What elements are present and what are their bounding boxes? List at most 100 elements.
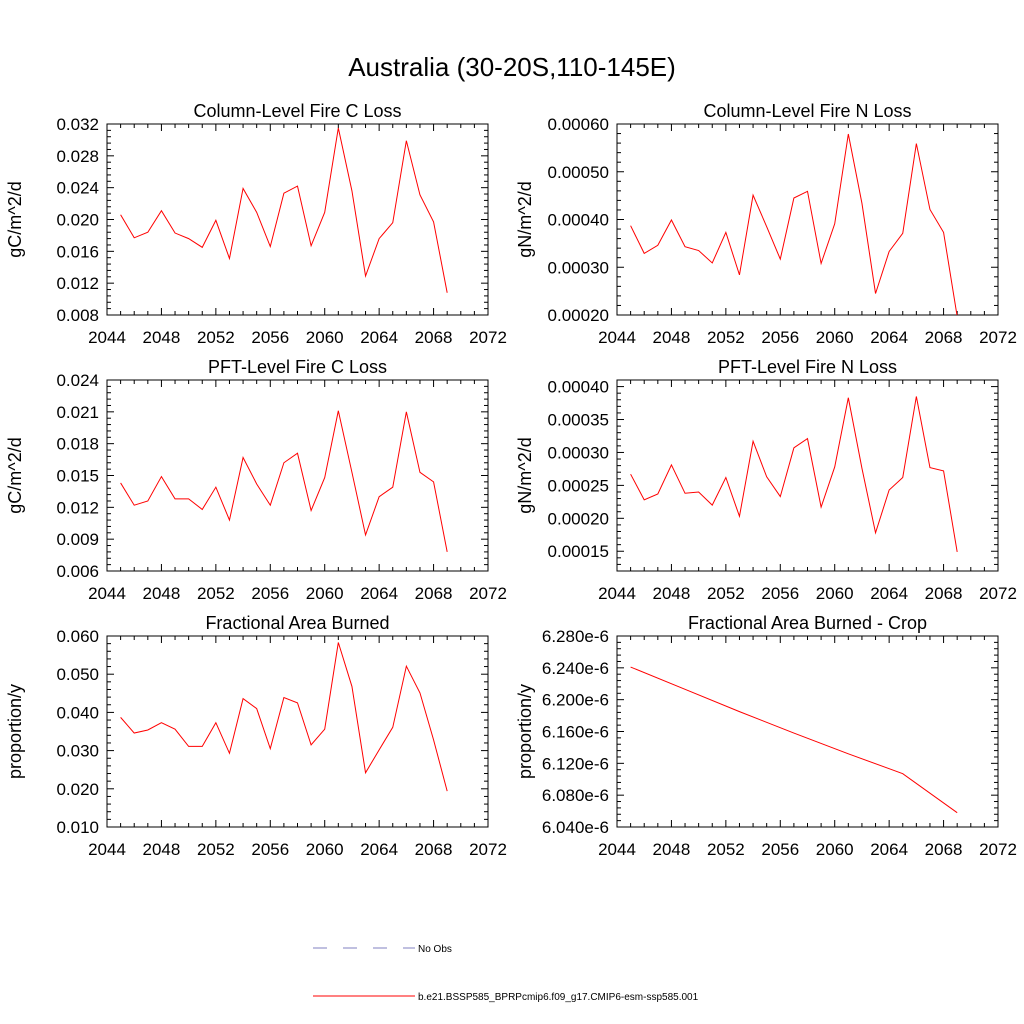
y-tick-label: 6.120e-6 (542, 754, 609, 773)
y-tick-label: 0.006 (56, 562, 99, 581)
y-tick-label: 0.00050 (548, 163, 609, 182)
y-tick-label: 0.00020 (548, 306, 609, 325)
chart-panel-5: Fractional Area Burned proportion/y 2044 20… (5, 613, 507, 859)
legend: No Obs b.e21.BSSP585_BPRPcmip6.f09_g17.C… (313, 944, 699, 1003)
series-line (630, 666, 958, 814)
legend-model-label: b.e21.BSSP585_BPRPcmip6.f09_g17.CMIP6-es… (418, 992, 699, 1003)
y-tick-label: 0.00030 (548, 443, 609, 462)
y-tick-label: 0.00025 (548, 476, 609, 495)
y-tick-label: 0.012 (56, 498, 99, 517)
y-tick-label: 0.00040 (548, 211, 609, 230)
x-tick-label: 2072 (469, 584, 507, 603)
chart-panel-6: Fractional Area Burned - Crop proportion/… (515, 613, 1017, 859)
y-tick-label: 0.00040 (548, 378, 609, 397)
x-tick-label: 2072 (469, 328, 507, 347)
series-line (120, 410, 448, 552)
panel-title: PFT-Level Fire C Loss (208, 357, 387, 377)
y-tick-label: 6.080e-6 (542, 786, 609, 805)
x-tick-label: 2052 (197, 584, 235, 603)
y-tick-label: 0.009 (56, 530, 99, 549)
y-tick-label: 0.00060 (548, 115, 609, 134)
y-tick-label: 0.024 (56, 179, 99, 198)
panel-title: Fractional Area Burned - Crop (688, 613, 927, 633)
chart-panel-1: Column-Level Fire C Loss gC/m^2/d 2044 2048… (5, 101, 507, 347)
x-tick-label: 2072 (469, 840, 507, 859)
x-tick-label: 2064 (360, 584, 398, 603)
x-tick-label: 2048 (653, 328, 691, 347)
y-tick-label: 0.030 (56, 742, 99, 761)
x-tick-label: 2052 (707, 840, 745, 859)
y-axis-label: gC/m^2/d (5, 437, 25, 513)
y-tick-label: 0.020 (56, 780, 99, 799)
x-tick-label: 2060 (816, 840, 854, 859)
main-title: Australia (30-20S,110-145E) (348, 52, 676, 82)
x-tick-label: 2064 (360, 328, 398, 347)
x-tick-label: 2044 (598, 584, 636, 603)
x-tick-label: 2068 (925, 584, 963, 603)
y-tick-label: 6.160e-6 (542, 723, 609, 742)
x-tick-label: 2068 (415, 584, 453, 603)
x-tick-label: 2044 (88, 328, 126, 347)
y-tick-label: 6.280e-6 (542, 627, 609, 646)
x-tick-label: 2060 (816, 328, 854, 347)
x-tick-label: 2064 (870, 840, 908, 859)
y-axis-label: proportion/y (5, 684, 25, 779)
x-tick-label: 2044 (88, 840, 126, 859)
y-axis-label: gN/m^2/d (515, 437, 535, 513)
y-tick-label: 6.200e-6 (542, 691, 609, 710)
y-axis-label: proportion/y (515, 684, 535, 779)
x-tick-label: 2052 (197, 328, 235, 347)
x-tick-label: 2052 (707, 328, 745, 347)
y-tick-label: 0.015 (56, 467, 99, 486)
panel-title: PFT-Level Fire N Loss (718, 357, 897, 377)
y-tick-label: 6.240e-6 (542, 659, 609, 678)
x-tick-label: 2064 (360, 840, 398, 859)
y-tick-label: 0.028 (56, 147, 99, 166)
chart-panel-2: Column-Level Fire N Loss gN/m^2/d 2044 2048… (515, 101, 1017, 347)
panel-title: Column-Level Fire N Loss (703, 101, 911, 121)
y-tick-label: 0.020 (56, 211, 99, 230)
panel-title: Column-Level Fire C Loss (193, 101, 401, 121)
legend-obs-label: No Obs (418, 944, 452, 955)
x-tick-label: 2048 (653, 840, 691, 859)
x-tick-label: 2056 (761, 840, 799, 859)
x-tick-label: 2064 (870, 584, 908, 603)
series-line (630, 396, 958, 552)
x-tick-label: 2072 (979, 584, 1017, 603)
y-tick-label: 0.00015 (548, 542, 609, 561)
x-tick-label: 2072 (979, 328, 1017, 347)
panel-title: Fractional Area Burned (205, 613, 389, 633)
x-tick-label: 2060 (816, 584, 854, 603)
y-tick-label: 0.00020 (548, 509, 609, 528)
x-tick-label: 2056 (761, 584, 799, 603)
y-tick-label: 0.024 (56, 371, 99, 390)
y-tick-label: 0.021 (56, 403, 99, 422)
x-tick-label: 2044 (598, 840, 636, 859)
x-tick-label: 2056 (761, 328, 799, 347)
y-tick-label: 0.010 (56, 818, 99, 837)
x-tick-label: 2060 (306, 584, 344, 603)
chart-panel-3: PFT-Level Fire C Loss gC/m^2/d 2044 2048 205… (5, 357, 507, 603)
y-tick-label: 0.018 (56, 435, 99, 454)
y-tick-label: 0.008 (56, 306, 99, 325)
y-tick-label: 6.040e-6 (542, 818, 609, 837)
y-tick-label: 0.060 (56, 627, 99, 646)
x-tick-label: 2048 (143, 328, 181, 347)
plot-frame (106, 123, 489, 316)
series-line (630, 133, 958, 315)
x-tick-label: 2056 (251, 840, 289, 859)
y-tick-label: 0.016 (56, 242, 99, 261)
x-tick-label: 2052 (707, 584, 745, 603)
x-tick-label: 2068 (415, 328, 453, 347)
x-tick-label: 2060 (306, 840, 344, 859)
y-tick-label: 0.00030 (548, 258, 609, 277)
x-tick-label: 2068 (415, 840, 453, 859)
plot-frame (616, 635, 999, 828)
panels: Column-Level Fire C Loss gC/m^2/d 2044 2048… (5, 101, 1017, 859)
x-tick-label: 2072 (979, 840, 1017, 859)
chart-panel-4: PFT-Level Fire N Loss gN/m^2/d 2044 2048 205… (515, 357, 1017, 603)
y-tick-label: 0.050 (56, 665, 99, 684)
series-line (120, 642, 448, 792)
y-tick-label: 0.012 (56, 274, 99, 293)
